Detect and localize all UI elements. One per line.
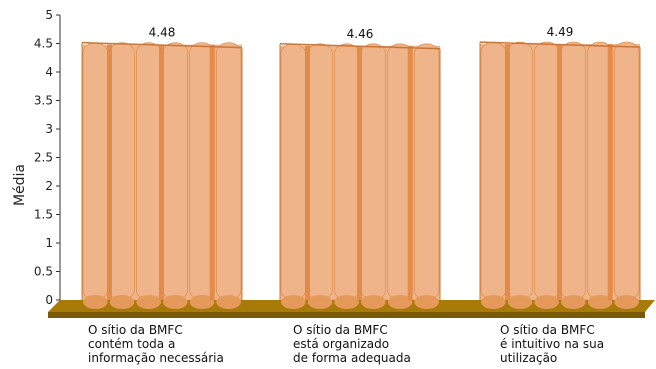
category-label: de forma adequada [293,351,411,365]
bar-cylinder [136,42,162,301]
y-tick-label: 3.5 [34,94,53,108]
bar-cylinder [614,41,640,301]
bar-cylinder-base [561,295,586,309]
bar-2 [279,43,441,309]
bar-3 [479,41,641,309]
bar-seam [407,45,413,300]
bar-cylinder-base [83,295,108,309]
data-label: 4.49 [547,25,574,39]
bar-cylinder-base [281,295,306,309]
category-label: O sítio da BMFC [88,323,183,337]
category-label: é intuitivo na sua [500,337,604,351]
bar-seam [107,44,112,300]
bar-cylinder [507,41,533,301]
bar-cylinder [534,41,560,301]
bar-cylinder-base [216,295,242,309]
bar-cylinder-base [481,295,506,309]
bar-seam [159,44,164,300]
bar-top-edge [279,43,441,50]
y-tick-label: 2 [45,179,53,193]
y-axis-label: Média [12,164,28,206]
data-labels: 4.48 4.46 4.49 [149,25,574,41]
bar-seam [305,45,310,300]
y-tick-label: 3 [45,122,53,136]
bar-cylinder [480,41,506,301]
bar-cylinder-base [414,295,439,309]
bar-cylinder [560,41,586,301]
y-tick-label: 1 [45,236,53,250]
bar-cylinder [334,43,360,301]
bars [81,41,641,309]
bar-1 [81,41,243,309]
bar-cylinder-base [189,295,215,309]
category-label: informação necessária [88,351,224,365]
y-tick-label: 0.5 [34,265,53,279]
bar-cylinder-base [534,295,560,309]
bar-cylinder [307,43,333,301]
data-label: 4.48 [149,26,176,40]
bar-cylinder-base [387,295,413,309]
bar-cylinder-base [334,295,359,309]
category-label: O sítio da BMFC [500,323,595,337]
y-axis: 0 0.5 1 1.5 2 2.5 3 3.5 4 4.5 5 [34,8,61,307]
bar-seam [209,44,215,300]
bar-top-edge [81,41,243,49]
bar-cylinder-base [307,295,333,309]
category-label: O sítio da BMFC [293,323,388,337]
bar-cylinder [82,42,108,301]
data-label: 4.46 [347,27,374,41]
bar-cylinder-base [163,295,188,309]
bar-cylinder-base [109,295,135,309]
bar-cylinder [280,43,306,301]
bar-cylinder [162,42,188,301]
category-label: utilização [500,351,557,365]
y-tick-label: 4 [45,65,53,79]
bar-seam [505,44,510,300]
category-label: está organizado [293,337,389,351]
bar-cylinder [109,42,135,301]
bar-cylinder-base [587,295,613,309]
bar-cylinder-base [507,295,533,309]
bar-seam [607,44,613,300]
y-tick-label: 5 [45,8,53,22]
bar-cylinder-base [614,295,640,309]
bar-cylinder [360,43,386,301]
bar-cylinder-base [136,295,162,309]
bar-cylinder [414,43,440,301]
category-label: contém toda a [88,337,175,351]
bar-cylinder-base [361,295,386,309]
bar-seam [557,44,562,300]
y-tick-label: 0 [45,293,53,307]
bar-cylinder [216,42,242,301]
y-tick-label: 4.5 [34,37,53,51]
bar-top-edge [479,41,641,48]
y-tick-label: 1.5 [34,208,53,222]
bar-seam [357,45,362,300]
floor-front [48,312,645,318]
y-tick-label: 2.5 [34,151,53,165]
